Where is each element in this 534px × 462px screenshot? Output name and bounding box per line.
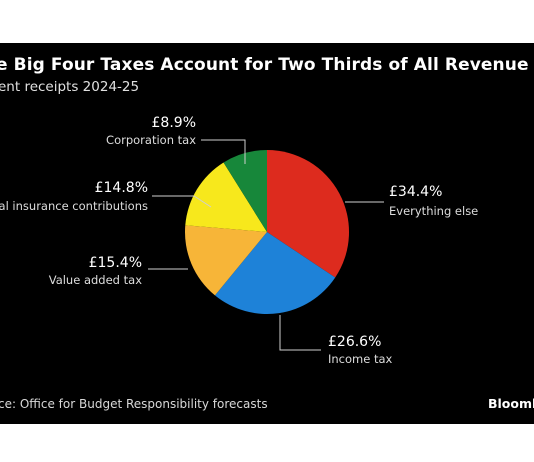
slice-name-income-tax: Income tax: [328, 352, 393, 366]
source-note: ce: Office for Budget Responsibility for…: [0, 397, 268, 411]
chart-subtitle: ent receipts 2024-25: [0, 79, 140, 95]
data-label-income-tax: £26.6%: [328, 334, 381, 350]
data-label-al-insurance-contributions: £14.8%: [95, 180, 148, 196]
leader-line-al-insurance-contributions: [152, 195, 212, 208]
pie-slice-corporation-tax: [223, 150, 267, 232]
pie-slice-everything-else: [267, 150, 350, 278]
slice-name-al-insurance-contributions: al insurance contributions: [0, 199, 148, 213]
slice-name-value-added-tax: Value added tax: [49, 273, 142, 287]
data-label-value-added-tax: £15.4%: [89, 255, 142, 271]
leader-line-corporation-tax: [201, 139, 246, 164]
chart-card: e Big Four Taxes Account for Two Thirds …: [0, 43, 534, 424]
brand-logo: Bloomb: [488, 396, 534, 411]
pie-slice-income-tax: [214, 232, 336, 315]
data-label-corporation-tax: £8.9%: [152, 115, 196, 131]
chart-title: e Big Four Taxes Account for Two Thirds …: [0, 55, 529, 75]
pie-slice-al-insurance-contributions: [185, 162, 267, 232]
slice-name-everything-else: Everything else: [389, 204, 478, 218]
pie-chart: £34.4% Everything else £26.6% Income tax £15…: [0, 115, 478, 366]
slice-name-corporation-tax: Corporation tax: [106, 133, 196, 147]
leader-line-income-tax: [279, 315, 321, 351]
pie-slice-value-added-tax: [184, 225, 267, 296]
data-label-everything-else: £34.4%: [389, 184, 442, 200]
